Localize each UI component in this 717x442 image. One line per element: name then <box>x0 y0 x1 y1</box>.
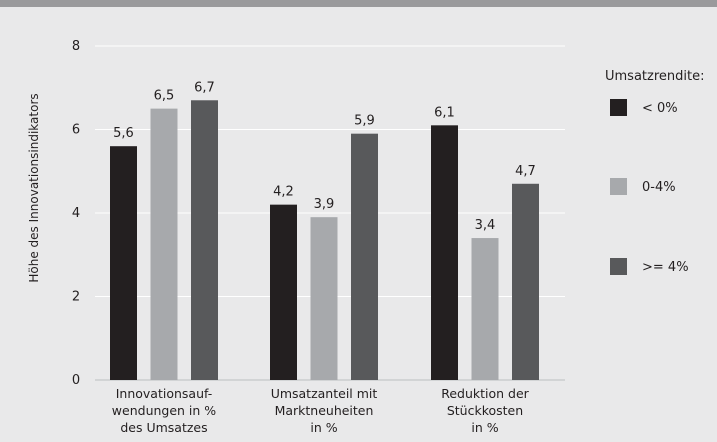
x-category-label: des Umsatzes <box>120 420 207 435</box>
data-label: 5,6 <box>113 126 134 141</box>
bar <box>310 217 338 380</box>
x-category-label: Marktneuheiten <box>275 403 374 418</box>
x-category-label: Stückkosten <box>447 403 523 418</box>
bar <box>512 183 539 380</box>
bar <box>110 146 137 380</box>
y-tick-labels: 0 2 4 6 8 <box>72 39 80 388</box>
y-tick-label: 4 <box>72 206 80 221</box>
x-category-label: Reduktion der <box>441 386 529 401</box>
data-label: 5,9 <box>354 114 375 129</box>
legend-swatch <box>610 258 627 275</box>
data-label: 6,7 <box>194 80 215 95</box>
legend-label: 0-4% <box>642 180 676 195</box>
legend-item: < 0% <box>610 99 678 116</box>
bar <box>471 238 499 380</box>
x-category-label: Umsatzanteil mit <box>271 386 378 401</box>
x-category-label: in % <box>471 420 498 435</box>
y-tick-label: 0 <box>72 373 80 388</box>
legend-items: < 0% 0-4% >= 4% <box>610 99 689 275</box>
y-tick-label: 2 <box>72 290 80 305</box>
y-tick-label: 6 <box>72 123 80 138</box>
bars <box>110 100 539 381</box>
x-category-label: wendungen in % <box>112 403 217 418</box>
x-category-label: Innovationsauf- <box>116 386 213 401</box>
legend-swatch <box>610 99 627 116</box>
legend-title: Umsatzrendite: <box>605 69 704 84</box>
bar <box>270 204 297 380</box>
legend: Umsatzrendite: < 0% 0-4% >= 4% <box>605 69 704 275</box>
x-category-label: in % <box>310 420 337 435</box>
x-category-labels: Innovationsauf-wendungen in % des Umsatze… <box>112 386 530 435</box>
bar <box>431 125 458 380</box>
legend-swatch <box>610 178 627 195</box>
legend-item: >= 4% <box>610 258 689 275</box>
data-label: 4,2 <box>273 185 294 200</box>
top-rule <box>0 0 717 7</box>
legend-label: >= 4% <box>642 260 689 275</box>
legend-item: 0-4% <box>610 178 676 195</box>
data-label: 6,1 <box>434 105 455 120</box>
bar <box>150 108 178 380</box>
legend-label: < 0% <box>642 101 678 116</box>
bar <box>351 133 378 380</box>
data-label: 4,7 <box>515 164 536 179</box>
data-labels: 5,6 4,2 6,1 6,5 3,9 3,4 6,7 5,9 4,7 <box>113 80 536 233</box>
data-label: 3,9 <box>314 197 335 212</box>
data-label: 6,5 <box>154 89 175 104</box>
y-tick-label: 8 <box>72 39 80 54</box>
bar <box>191 100 218 381</box>
data-label: 3,4 <box>475 218 496 233</box>
y-axis-label: Höhe des Innovationsindikators <box>27 93 41 282</box>
